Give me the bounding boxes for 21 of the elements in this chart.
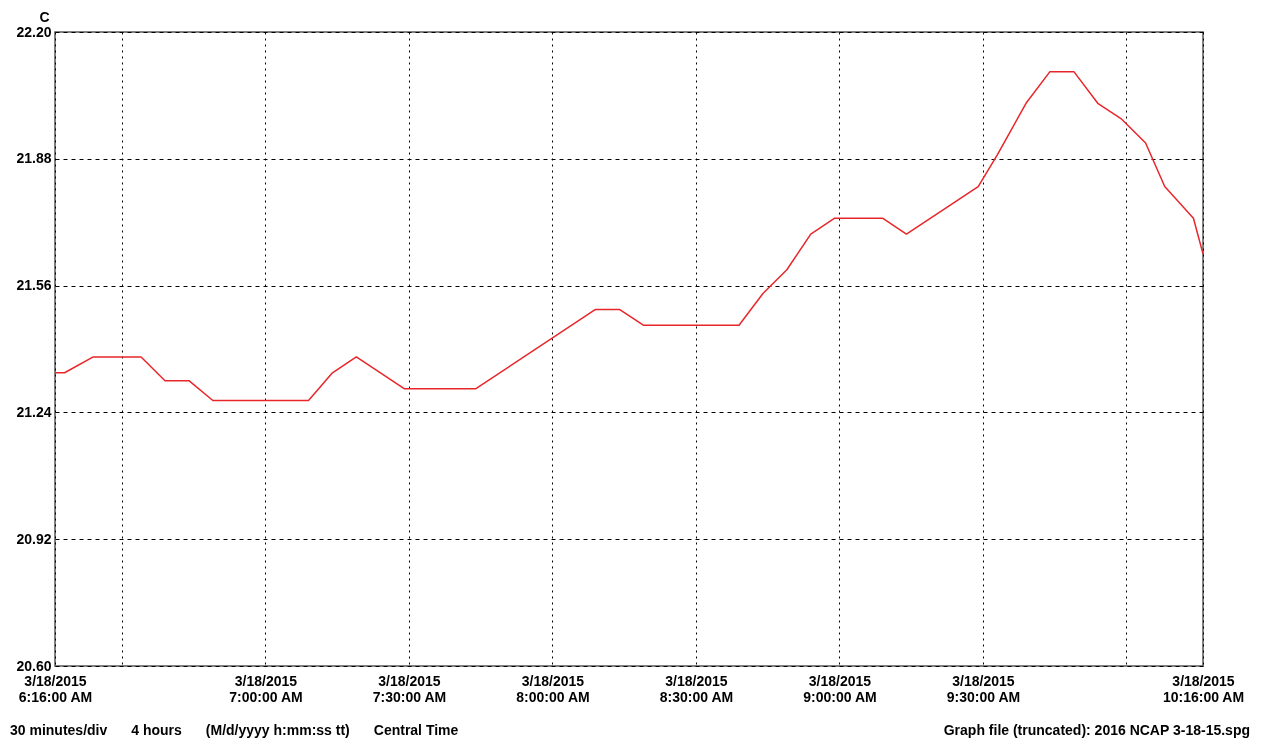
x-tick-label: 3/18/2015 9:30:00 AM (946, 672, 1021, 705)
y-tick-label: 22.20 (16, 23, 52, 40)
x-tick-label: 3/18/2015 7:00:00 AM (229, 672, 303, 705)
x-tick-label: 3/18/2015 6:16:00 AM (18, 672, 93, 705)
x-tick-label: 3/18/2015 7:30:00 AM (372, 672, 447, 705)
text: (M/d/yyyy h:mm:ss tt) (205, 722, 350, 738)
y-tick-label: 21.24 (16, 403, 52, 420)
x-tick-label: 3/18/2015 8:30:00 AM (659, 672, 734, 705)
x-tick-label: 3/18/2015 8:00:00 AM (516, 672, 590, 705)
y-tick-label: 20.60 (16, 657, 52, 674)
y-tick-label: 21.88 (16, 150, 52, 167)
x-tick-label: 3/18/2015 9:00:00 AM (803, 672, 877, 705)
x-tick-label: 3/18/2015 10:16:00 AM (1162, 672, 1245, 705)
y-tick-label: 20.92 (16, 530, 52, 547)
text: Central Time (373, 722, 459, 738)
text: 4 hours (131, 722, 182, 738)
text: 30 minutes/div (10, 722, 108, 738)
y-tick-label: 21.56 (16, 277, 52, 294)
line-series (54, 70, 1204, 402)
text: Graph file (truncated): 2016 NCAP 3-18-15.spg (943, 722, 1250, 738)
y-axis-title: C (39, 8, 50, 25)
